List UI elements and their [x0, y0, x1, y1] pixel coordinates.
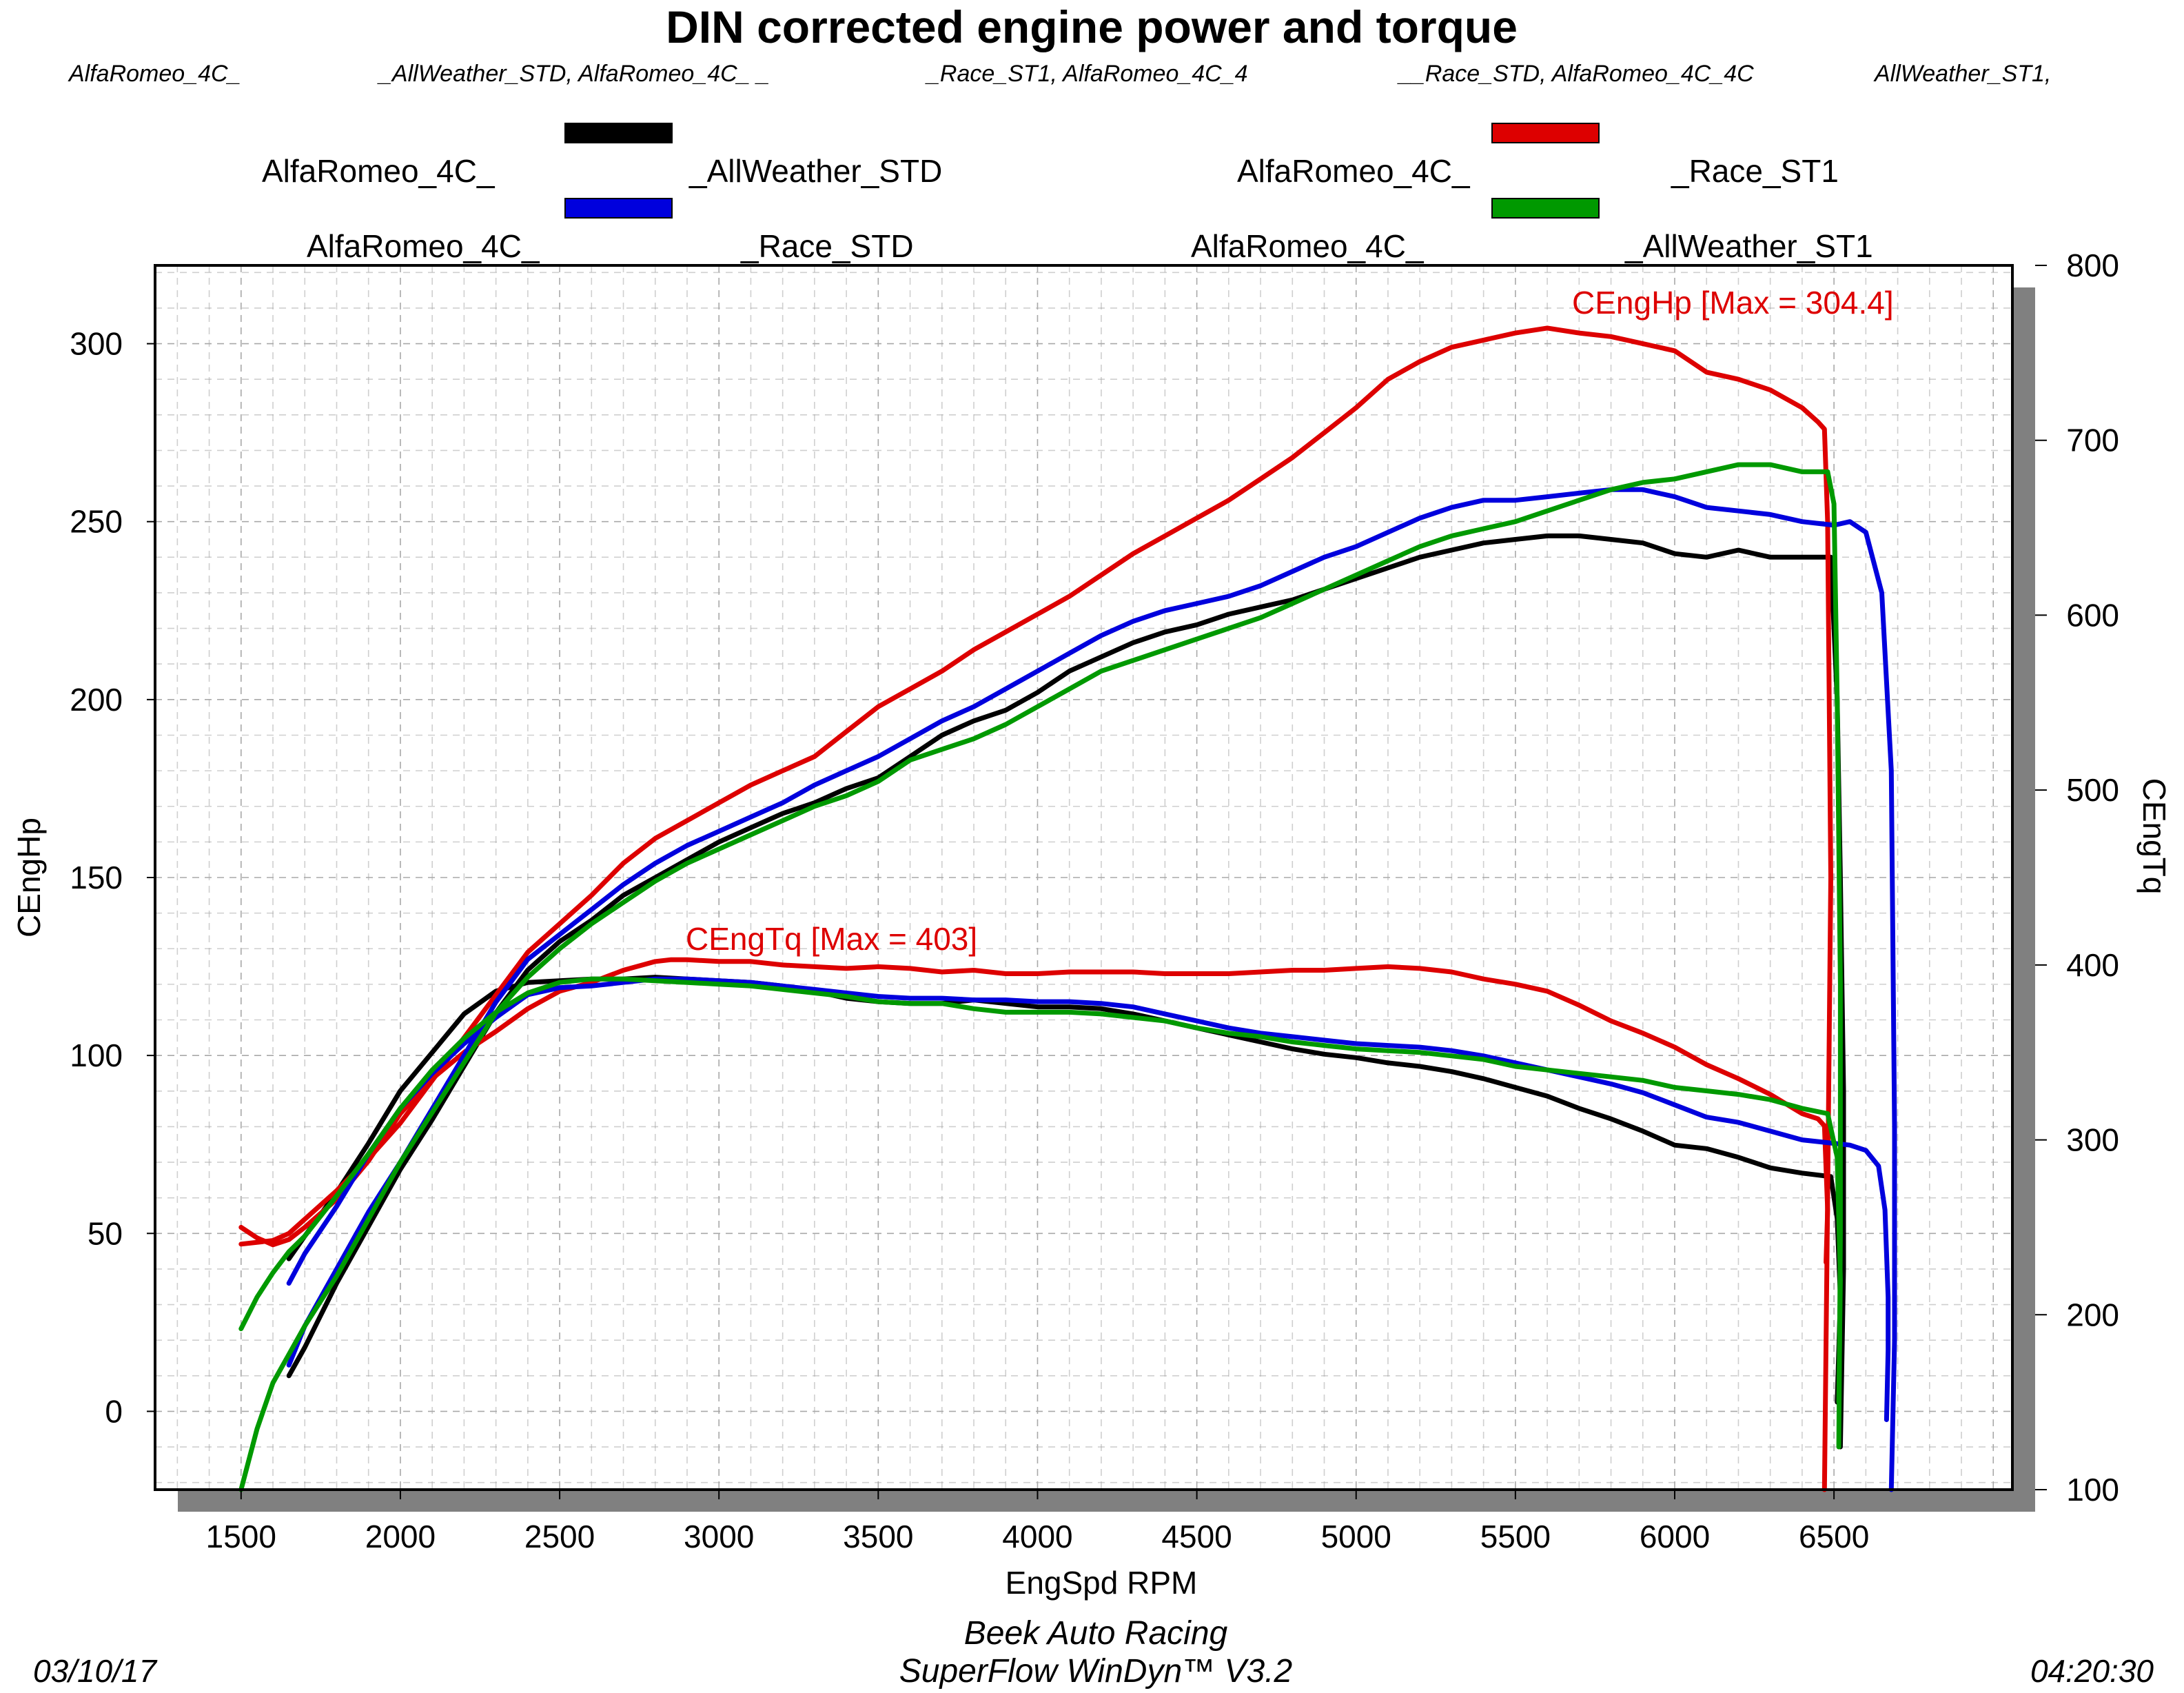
subtitle-segment: __Race_STD, AlfaRomeo_4C_4C [1397, 61, 1754, 87]
legend-label-suffix: _AllWeather_ST1 [1624, 228, 1873, 264]
legend-label-prefix: AlfaRomeo_4C_ [1191, 228, 1425, 264]
footer-company: Beek Auto Racing [964, 1615, 1228, 1652]
legend-swatch-allweather-st1 [1491, 198, 1600, 219]
annotation-max-tq: CEngTq [Max = 403] [686, 921, 977, 957]
subtitle-segment: AlfaRomeo_4C_ [68, 61, 241, 87]
y-tick-label: 200 [70, 682, 123, 718]
y2-tick-label: 400 [2066, 947, 2119, 983]
legend-label-suffix: _Race_STD [740, 228, 914, 264]
legend-label-suffix: _AllWeather_STD [688, 153, 942, 189]
chart-title: DIN corrected engine power and torque [666, 1, 1518, 52]
series-line-allweather-st1-cenghp [238, 462, 1843, 1492]
y-axis-left-title: CEngHp [11, 818, 47, 937]
subtitle-segment: _AllWeather_STD, AlfaRomeo_4C_ _ [377, 61, 770, 87]
legend: AlfaRomeo_4C_ _AllWeather_STD AlfaRomeo_… [262, 123, 1873, 264]
y2-tick-label: 800 [2066, 247, 2119, 283]
y-tick-label: 300 [70, 326, 123, 362]
legend-label-suffix: _Race_ST1 [1671, 153, 1839, 189]
legend-swatch-race-std [564, 198, 673, 219]
legend-label-prefix: AlfaRomeo_4C_ [1237, 153, 1471, 189]
footer-date: 03/10/17 [33, 1653, 157, 1689]
subtitle-run-list: AlfaRomeo_4C_ _AllWeather_STD, AlfaRomeo… [68, 61, 2051, 87]
series-group [238, 325, 1897, 1492]
y2-tick-label: 600 [2066, 597, 2119, 633]
grid [155, 265, 2012, 1490]
x-tick-label: 4500 [1161, 1519, 1232, 1554]
y-tick-label: 0 [105, 1393, 123, 1429]
legend-label-prefix: AlfaRomeo_4C_ [262, 153, 496, 189]
subtitle-segment: AllWeather_ST1, [1873, 61, 2051, 87]
x-tick-label: 5500 [1480, 1519, 1551, 1554]
y-tick-label: 50 [88, 1215, 123, 1251]
series-line-race-std-cengtq [286, 976, 1891, 1422]
x-tick-label: 1500 [206, 1519, 276, 1554]
y2-tick-label: 700 [2066, 423, 2119, 458]
y2-tick-label: 100 [2066, 1472, 2119, 1508]
series-line-allweather-std-cenghp [286, 533, 1846, 1450]
legend-label-prefix: AlfaRomeo_4C_ [307, 228, 540, 264]
footer-software: SuperFlow WinDyn™ V3.2 [899, 1653, 1292, 1690]
series-line-allweather-std-cengtq [286, 975, 1843, 1405]
x-tick-label: 3500 [843, 1519, 913, 1554]
subtitle-segment: _Race_ST1, AlfaRomeo_4C_4 [925, 61, 1248, 87]
y-tick-label: 100 [70, 1037, 123, 1073]
series-line-race-st1-cenghp [238, 325, 1833, 1492]
x-tick-label: 6000 [1640, 1519, 1710, 1554]
y-tick-label: 150 [70, 860, 123, 895]
footer-time: 04:20:30 [2030, 1653, 2154, 1689]
y2-tick-label: 200 [2066, 1297, 2119, 1332]
y-axis-left: 0 50 100 150 200 250 300 [70, 326, 155, 1429]
x-tick-label: 6500 [1799, 1519, 1869, 1554]
x-tick-label: 5000 [1321, 1519, 1391, 1554]
x-tick-label: 2500 [524, 1519, 595, 1554]
y-axis-right-title: CEngTq [2136, 778, 2172, 895]
x-tick-label: 2000 [365, 1519, 436, 1554]
legend-swatch-allweather-std [564, 123, 673, 143]
x-axis-title: EngSpd RPM [1006, 1565, 1198, 1601]
y-axis-right: 100 200 300 400 500 600 700 800 [2035, 247, 2119, 1508]
series-line-race-std-cenghp [286, 487, 1897, 1492]
x-tick-label: 4000 [1002, 1519, 1072, 1554]
x-tick-label: 3000 [684, 1519, 754, 1554]
y2-tick-label: 300 [2066, 1122, 2119, 1158]
annotation-max-hp: CEngHp [Max = 304.4] [1572, 285, 1894, 321]
series-line-allweather-st1-cengtq [238, 976, 1843, 1405]
y2-tick-label: 500 [2066, 772, 2119, 808]
x-axis: 1500 2000 2500 3000 3500 4000 4500 5000 5500 6000… [206, 1490, 1869, 1554]
y-tick-label: 250 [70, 504, 123, 540]
legend-swatch-race-st1 [1491, 123, 1600, 143]
